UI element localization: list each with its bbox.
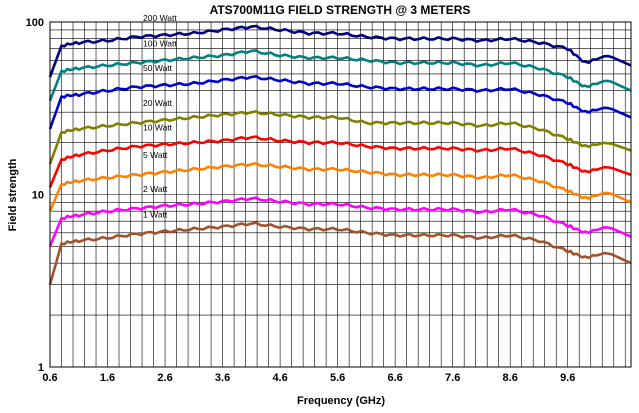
x-tick-label: 5.6: [330, 372, 345, 384]
series-label: 50 Watt: [143, 63, 173, 73]
x-tick-label: 4.6: [272, 372, 287, 384]
y-tick-label: 10: [32, 190, 44, 202]
series-label: 1 Watt: [143, 210, 168, 220]
series-line-7: [48, 221, 632, 286]
series-lines: [48, 24, 632, 286]
series-line-5: [48, 162, 632, 212]
plot-frame: [49, 21, 632, 368]
x-tick-label: 8.6: [503, 372, 518, 384]
x-tick-label: 1.6: [100, 372, 115, 384]
series-label: 20 Watt: [143, 98, 173, 108]
series-line-2: [48, 75, 632, 130]
series-line-6: [48, 196, 632, 247]
tick-labels: 0.6 1.6 2.6 3.6 4.6 5.6 6.6 7.6 8.6 9.6 1 10 100: [26, 17, 576, 384]
y-tick-label: 100: [26, 17, 44, 29]
y-tick-label: 1: [38, 362, 44, 374]
series-line-3: [48, 110, 632, 165]
series-line-4: [48, 135, 632, 188]
grid: [49, 22, 631, 368]
x-tick-label: 3.6: [215, 372, 230, 384]
x-tick-label: 7.6: [445, 372, 460, 384]
x-tick-label: 0.6: [42, 372, 57, 384]
series-label: 100 Watt: [143, 38, 177, 48]
x-tick-label: 9.6: [560, 372, 575, 384]
x-tick-label: 2.6: [157, 372, 172, 384]
x-axis-title: Frequency (GHz): [297, 395, 385, 407]
series-label: 200 Watt: [143, 13, 177, 23]
y-axis-title: Field strength: [7, 158, 19, 231]
series-label: 10 Watt: [143, 122, 173, 132]
x-tick-label: 6.6: [388, 372, 403, 384]
series-line-0: [48, 24, 632, 78]
series-label: 5 Watt: [143, 150, 168, 160]
series-line-1: [48, 49, 632, 102]
series-labels: 200 Watt 100 Watt 50 Watt 20 Watt 10 Watt 5 W…: [143, 13, 177, 219]
chart-title: ATS700M11G FIELD STRENGTH @ 3 METERS: [210, 3, 471, 17]
series-label: 2 Watt: [143, 184, 168, 194]
